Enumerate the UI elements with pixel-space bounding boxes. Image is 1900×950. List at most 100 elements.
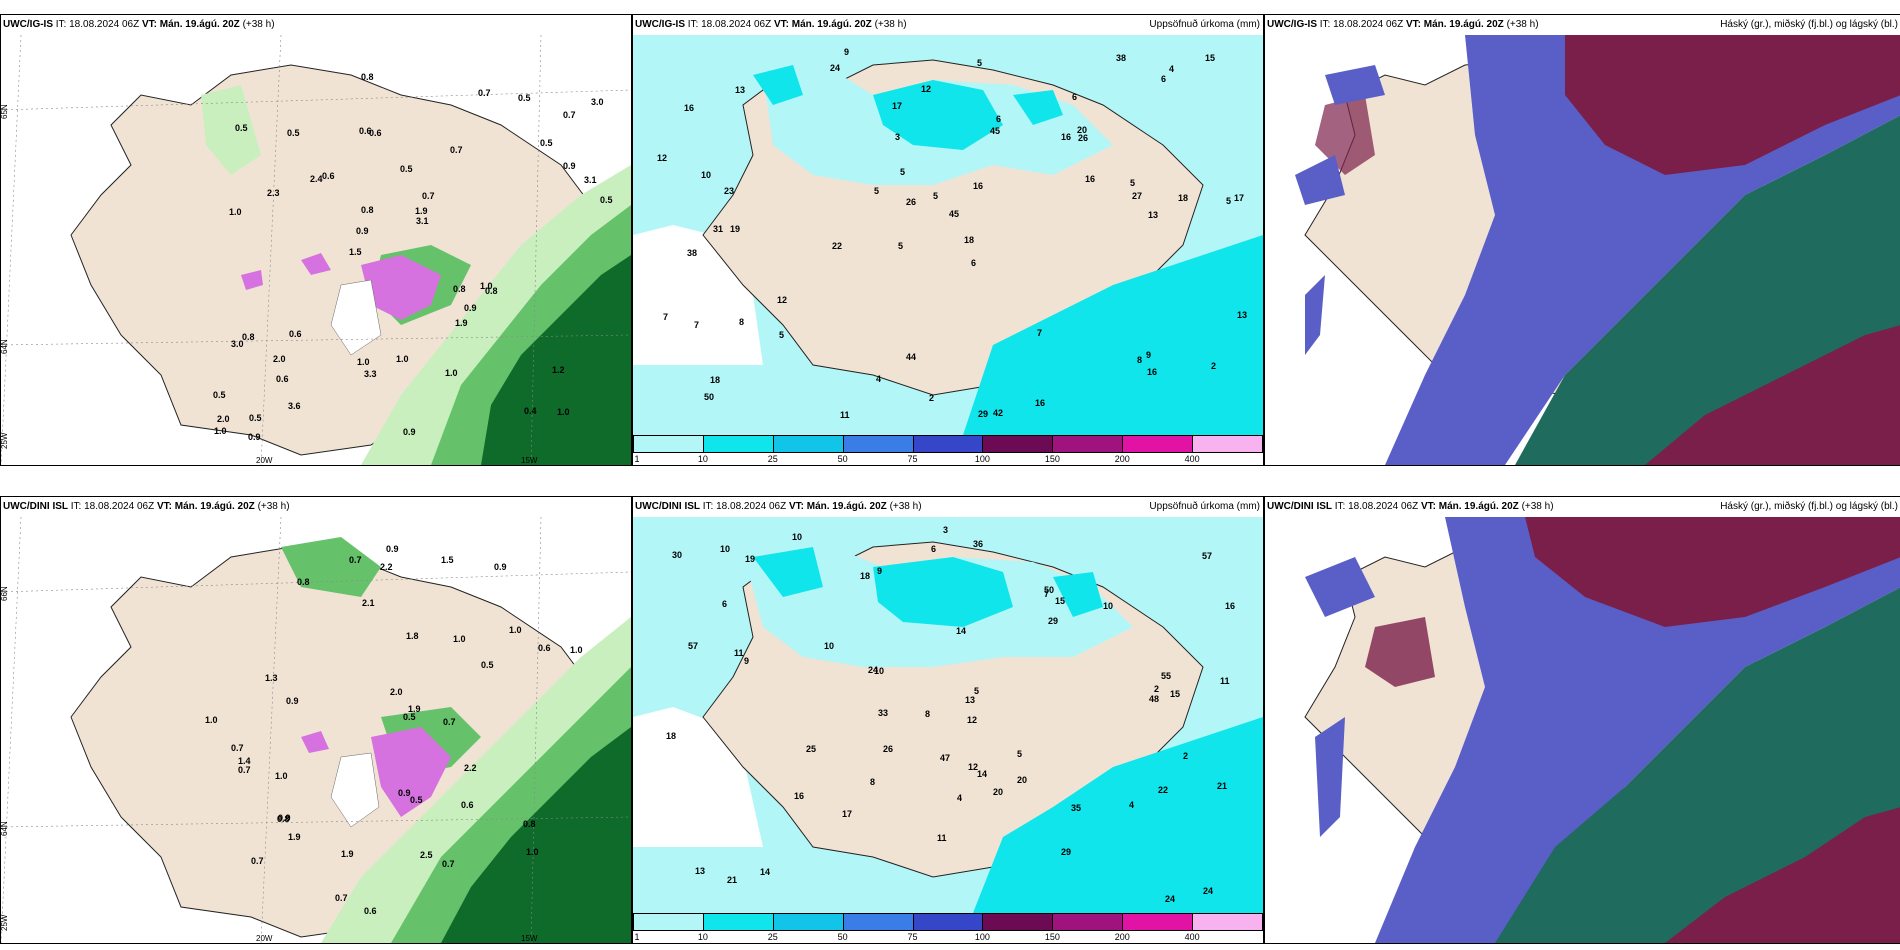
precip-value-label: 27	[1132, 191, 1142, 201]
precip-value-label: 18	[710, 375, 720, 385]
precip-value-label: 7	[1037, 328, 1042, 338]
wind-value-label: 2.2	[380, 562, 393, 572]
wind-value-label: 0.7	[478, 88, 491, 98]
precip-value-label: 16	[684, 103, 694, 113]
precip-value-label: 24	[1203, 886, 1213, 896]
precip-value-label: 15	[1205, 53, 1215, 63]
wind-value-label: 0.7	[563, 110, 576, 120]
precip-value-label: 21	[727, 875, 737, 885]
wind-value-label: 1.3	[265, 673, 278, 683]
wind-value-label: 1.0	[453, 634, 466, 644]
panel-header: UWC/IG-IS IT: 18.08.2024 06Z VT: Mán. 19…	[1265, 15, 1900, 35]
precip-value-label: 36	[973, 539, 983, 549]
wind-value-label: 0.6	[322, 171, 335, 181]
lon-label-b2: 15W	[521, 456, 538, 465]
precip-value-label: 45	[990, 126, 1000, 136]
wind-value-label: 0.5	[213, 390, 226, 400]
wind-value-label: 1.0	[357, 357, 370, 367]
legend-swatch	[912, 435, 984, 453]
legend-tick-label: 25	[767, 454, 778, 464]
wind-value-label: 0.7	[450, 145, 463, 155]
legend-tick-label: 75	[907, 454, 918, 464]
legend-swatch	[702, 435, 774, 453]
legend-swatch	[633, 913, 704, 931]
precip-value-label: 19	[730, 224, 740, 234]
wind-value-label: 1.4	[238, 756, 251, 766]
lead-time: (+38 h)	[889, 501, 922, 512]
wind-panel-row2: UWC/DINI ISL IT: 18.08.2024 06Z VT: Mán.…	[0, 496, 632, 944]
legend-tick-label: 150	[1044, 932, 1060, 942]
legend-tick-label: 25	[767, 932, 778, 942]
wind-value-label: 0.5	[540, 138, 553, 148]
precip-value-label: 8	[1137, 355, 1142, 365]
wind-value-label: 2.4	[310, 174, 323, 184]
wind-value-label: 0.7	[443, 717, 456, 727]
precip-value-label: 13	[695, 866, 705, 876]
wind-value-label: 1.8	[406, 631, 419, 641]
precip-value-label: 20	[993, 787, 1003, 797]
wind-value-label: 1.0	[205, 715, 218, 725]
precip-value-label: 55	[1161, 671, 1171, 681]
model-name: UWC/IG-IS	[635, 19, 685, 30]
wind-value-label: 0.9	[248, 432, 261, 442]
valid-time: Mán. 19.ágú. 20Z	[174, 501, 255, 512]
wind-value-label: 0.6	[461, 800, 474, 810]
cloud-title: Háský (gr.), miðský (fj.bl.) og lágský (…	[1720, 501, 1898, 512]
wind-value-label: 2.0	[217, 414, 230, 424]
precip-value-label: 11	[840, 410, 850, 420]
precip-value-label: 6	[1072, 92, 1077, 102]
wind-value-label: 0.9	[403, 427, 416, 437]
lat-label-mid: 64N	[1, 821, 9, 836]
wind-value-label: 0.8	[297, 577, 310, 587]
precip-value-label: 16	[1085, 174, 1095, 184]
cloud-title: Háský (gr.), miðský (fj.bl.) og lágský (…	[1720, 19, 1898, 30]
precip-value-label: 5	[1226, 196, 1231, 206]
lat-label-mid: 64N	[1, 339, 9, 354]
legend-tick-label: 150	[1044, 454, 1060, 464]
legend-swatch	[1052, 913, 1124, 931]
wind-value-label: 0.4	[524, 406, 537, 416]
wind-map: 66N 64N 25W 20W 15W 0.70.90.81.00.50.91.…	[1, 517, 631, 943]
precip-value-label: 6	[971, 258, 976, 268]
precip-value-label: 13	[965, 695, 975, 705]
wind-value-label: 0.5	[403, 712, 416, 722]
legend-tick-label: 400	[1184, 932, 1200, 942]
wind-value-label: 0.5	[518, 93, 531, 103]
precip-value-label: 9	[877, 566, 882, 576]
panel-header: UWC/IG-IS IT: 18.08.2024 06Z VT: Mán. 19…	[633, 15, 1263, 35]
wind-panel-row1: UWC/IG-IS IT: 18.08.2024 06Z VT: Mán. 19…	[0, 14, 632, 466]
precip-value-label: 18	[1178, 193, 1188, 203]
wind-value-label: 0.9	[494, 562, 507, 572]
precip-value-label: 5	[974, 686, 979, 696]
precip-value-label: 18	[964, 235, 974, 245]
precip-value-label: 45	[949, 209, 959, 219]
precip-value-label: 26	[1078, 133, 1088, 143]
panel-header: UWC/DINI ISL IT: 18.08.2024 06Z VT: Mán.…	[3, 501, 290, 512]
legend-tick-label: 200	[1114, 454, 1130, 464]
wind-value-label: 1.9	[455, 318, 468, 328]
wind-value-label: 0.6	[369, 128, 382, 138]
wind-value-label: 1.0	[275, 771, 288, 781]
precip-value-label: 9	[1146, 350, 1151, 360]
precip-value-label: 14	[760, 867, 770, 877]
precip-value-label: 6	[996, 114, 1001, 124]
precip-value-label: 22	[1158, 785, 1168, 795]
precip-value-label: 16	[794, 791, 804, 801]
precip-value-label: 10	[824, 641, 834, 651]
precip-value-label: 31	[713, 224, 723, 234]
wind-value-label: 0.5	[410, 795, 423, 805]
wind-value-label: 0.6	[289, 329, 302, 339]
precip-value-label: 4	[876, 374, 881, 384]
lon-label-b1: 20W	[256, 456, 273, 465]
precip-value-label: 5	[779, 330, 784, 340]
precip-value-label: 16	[1061, 132, 1071, 142]
precip-value-label: 57	[688, 641, 698, 651]
init-time: 18.08.2024 06Z	[1333, 19, 1404, 30]
precip-value-label: 17	[842, 809, 852, 819]
panel-header: UWC/DINI ISL IT: 18.08.2024 06Z VT: Mán.…	[633, 497, 1263, 517]
precip-value-label: 14	[956, 626, 966, 636]
precip-value-label: 42	[993, 408, 1003, 418]
precip-value-label: 50	[1044, 585, 1054, 595]
precip-value-label: 10	[792, 532, 802, 542]
